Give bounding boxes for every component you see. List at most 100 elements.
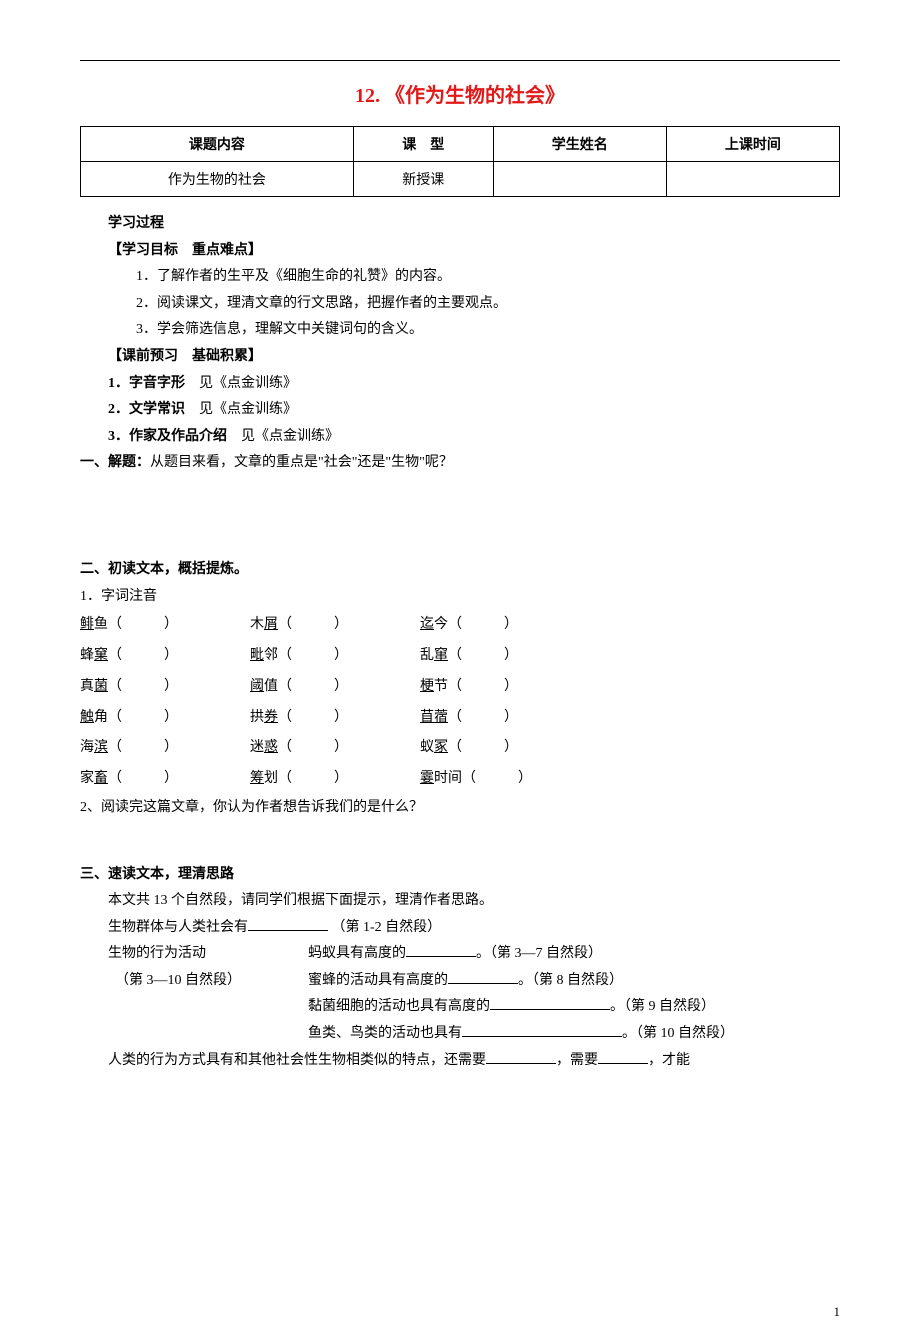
vocab-post: （ ） [108, 740, 178, 755]
fill-blank[interactable] [448, 969, 518, 984]
th-time: 上课时间 [666, 127, 839, 162]
vocab-row: 鲱鱼（ ）木屑（ ）迄今（ ） [80, 610, 840, 641]
vocab-underlined: 窜 [434, 648, 448, 663]
outline-spacer [80, 1021, 308, 1048]
preview-item: 3．作家及作品介绍 见《点金训练》 [80, 424, 840, 451]
q2-sub2: 2、阅读完这篇文章，你认为作者想告诉我们的是什么？ [80, 795, 840, 822]
vocab-item: 真菌（ ） [80, 672, 250, 703]
td-type: 新授课 [353, 162, 493, 197]
outline-line: 人类的行为方式具有和其他社会性生物相类似的特点，还需要，需要，才能 [80, 1048, 840, 1075]
vocab-item: 霎时间（ ） [420, 764, 590, 795]
spacer [80, 822, 840, 862]
outline-line: 生物的行为活动 蚂蚁具有高度的。（第 3—7 自然段） [80, 941, 840, 968]
top-rule [80, 60, 840, 61]
preview-label: 3．作家及作品介绍 [108, 429, 227, 444]
vocab-item: 鲱鱼（ ） [80, 610, 250, 641]
q1-label: 一、解题： [80, 455, 150, 470]
vocab-post: （ ） [448, 710, 518, 725]
outline-line: 生物群体与人类社会有 （第 1-2 自然段） [80, 915, 840, 942]
fill-blank[interactable] [248, 916, 328, 931]
vocab-item: 拱券（ ） [250, 703, 420, 734]
vocab-pre: 蚁 [420, 740, 434, 755]
vocab-row: 家畜（ ）筹划（ ）霎时间（ ） [80, 764, 840, 795]
table-data-row: 作为生物的社会 新授课 [81, 162, 840, 197]
fill-blank[interactable] [406, 942, 476, 957]
vocab-post: 值（ ） [264, 679, 348, 694]
vocab-list: 鲱鱼（ ）木屑（ ）迄今（ ）蜂窠（ ）毗邻（ ）乱窜（ ）真菌（ ）阈值（ ）… [80, 610, 840, 795]
preview-item: 2．文学常识 见《点金训练》 [80, 397, 840, 424]
outline-text: 蚂蚁具有高度的 [308, 946, 406, 961]
q2-sub1: 1．字词注音 [80, 584, 840, 611]
table-header-row: 课题内容 课 型 学生姓名 上课时间 [81, 127, 840, 162]
outline-right: 蚂蚁具有高度的 。（第 3—7 自然段） [308, 941, 602, 968]
vocab-item: 阈值（ ） [250, 672, 420, 703]
vocab-item: 海滨（ ） [80, 733, 250, 764]
vocab-item: 木屑（ ） [250, 610, 420, 641]
vocab-item: 触角（ ） [80, 703, 250, 734]
outline-text: （第 1-2 自然段） [332, 920, 442, 935]
outline-text: ，才能 [648, 1053, 690, 1068]
page-number: 1 [834, 1304, 841, 1320]
outline-text: 人类的行为方式具有和其他社会性生物相类似的特点，还需要 [108, 1053, 486, 1068]
vocab-item: 家畜（ ） [80, 764, 250, 795]
vocab-row: 真菌（ ）阈值（ ）梗节（ ） [80, 672, 840, 703]
td-student [493, 162, 666, 197]
vocab-item: 迷惑（ ） [250, 733, 420, 764]
th-student: 学生姓名 [493, 127, 666, 162]
vocab-post: 时间（ ） [434, 771, 532, 786]
vocab-underlined: 菌 [94, 679, 108, 694]
vocab-pre: 家 [80, 771, 94, 786]
vocab-post: （ ） [108, 771, 178, 786]
outline-line: （第 3—10 自然段） 蜜蜂的活动具有高度的。（第 8 自然段） [80, 968, 840, 995]
preview-label: 2．文学常识 [108, 402, 185, 417]
outline-right: 黏菌细胞的活动也具有高度的 。（第 9 自然段） [308, 994, 715, 1021]
outline-text: 。（第 3—7 自然段） [476, 946, 602, 961]
fill-blank[interactable] [462, 1022, 622, 1037]
vocab-underlined: 苜蓿 [420, 710, 448, 725]
preview-rest: 见《点金训练》 [185, 376, 297, 391]
td-time [666, 162, 839, 197]
vocab-underlined: 鲱 [80, 617, 94, 632]
outline-right: 鱼类、鸟类的活动也具有。（第 10 自然段） [308, 1021, 734, 1048]
outline-text: 生物群体与人类社会有 [108, 920, 248, 935]
q3-intro: 本文共 13 个自然段，请同学们根据下面提示，理清作者思路。 [80, 888, 840, 915]
outline-line: 黏菌细胞的活动也具有高度的 。（第 9 自然段） [80, 994, 840, 1021]
process-heading: 学习过程 [80, 211, 840, 238]
outline-text: 。（第 8 自然段） [518, 973, 623, 988]
spacer [80, 477, 840, 557]
vocab-row: 触角（ ）拱券（ ）苜蓿（ ） [80, 703, 840, 734]
vocab-post: （ ） [278, 740, 348, 755]
fill-blank[interactable] [598, 1049, 648, 1064]
vocab-pre: 拱 [250, 710, 264, 725]
body: 学习过程 【学习目标 重点难点】 1．了解作者的生平及《细胞生命的礼赞》的内容。… [80, 211, 840, 1074]
vocab-item: 筹划（ ） [250, 764, 420, 795]
outline-right: 蜜蜂的活动具有高度的。（第 8 自然段） [308, 968, 623, 995]
vocab-item: 乱窜（ ） [420, 641, 590, 672]
fill-blank[interactable] [486, 1049, 556, 1064]
q3-heading: 三、速读文本，理清思路 [80, 862, 840, 889]
vocab-underlined: 冢 [434, 740, 448, 755]
document-title: 12. 《作为生物的社会》 [80, 79, 840, 108]
vocab-post: （ ） [278, 617, 348, 632]
outline-text: 黏菌细胞的活动也具有高度的 [308, 999, 490, 1014]
vocab-post: （ ） [108, 648, 178, 663]
objective-item: 2．阅读课文，理清文章的行文思路，把握作者的主要观点。 [80, 291, 840, 318]
vocab-item: 苜蓿（ ） [420, 703, 590, 734]
vocab-underlined: 阈 [250, 679, 264, 694]
th-type: 课 型 [353, 127, 493, 162]
vocab-post: 节（ ） [434, 679, 518, 694]
lesson-table: 课题内容 课 型 学生姓名 上课时间 作为生物的社会 新授课 [80, 126, 840, 197]
vocab-post: （ ） [278, 710, 348, 725]
objective-item: 3．学会筛选信息，理解文中关键词句的含义。 [80, 317, 840, 344]
preview-label: 1．字音字形 [108, 376, 185, 391]
vocab-underlined: 霎 [420, 771, 434, 786]
vocab-post: （ ） [448, 740, 518, 755]
th-topic: 课题内容 [81, 127, 354, 162]
vocab-underlined: 滨 [94, 740, 108, 755]
outline-text: 。（第 9 自然段） [610, 999, 715, 1014]
outline-text-inner: （第 3—10 自然段） [122, 973, 241, 988]
vocab-item: 迄今（ ） [420, 610, 590, 641]
preview-rest: 见《点金训练》 [185, 402, 297, 417]
vocab-pre: 木 [250, 617, 264, 632]
fill-blank[interactable] [490, 995, 610, 1010]
